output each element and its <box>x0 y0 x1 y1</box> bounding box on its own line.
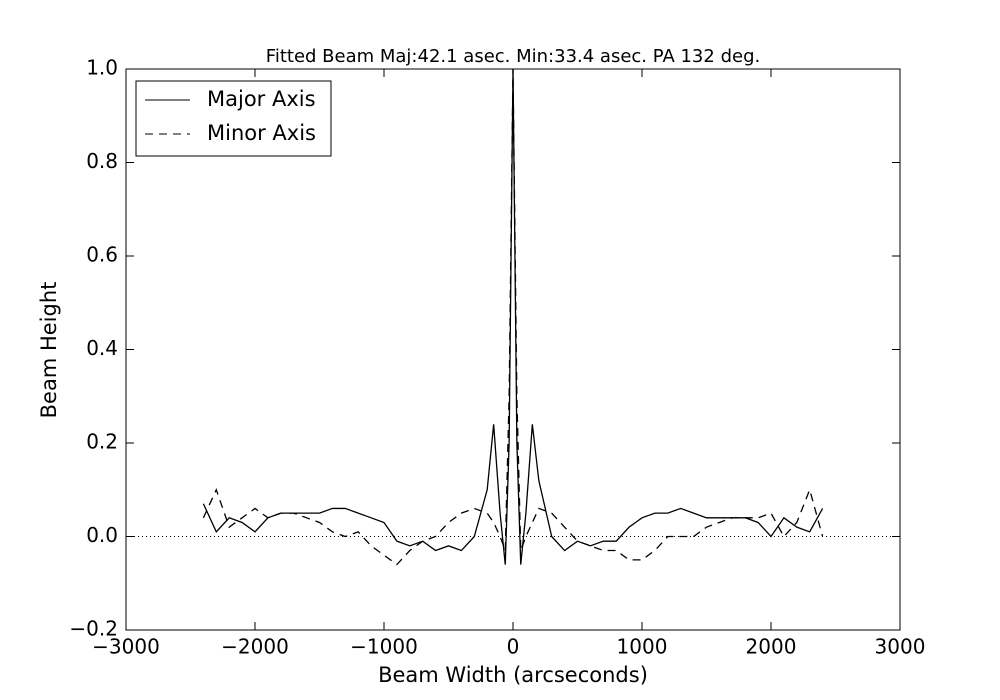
y-tick-label: 0.0 <box>86 523 118 547</box>
legend: Major Axis Minor Axis <box>135 80 332 157</box>
x-tick-label: −1000 <box>350 635 418 659</box>
legend-box <box>135 80 332 157</box>
chart-title: Fitted Beam Maj:42.1 asec. Min:33.4 asec… <box>266 46 760 67</box>
x-tick-label: 3000 <box>875 635 926 659</box>
y-tick-label: 1.0 <box>86 56 118 80</box>
y-tick-label: −0.2 <box>69 617 118 641</box>
y-tick-label: 0.4 <box>86 336 118 360</box>
x-tick-label: 2000 <box>746 635 797 659</box>
x-tick-label: 1000 <box>617 635 668 659</box>
x-axis-label: Beam Width (arcseconds) <box>378 663 648 687</box>
legend-label: Minor Axis <box>207 121 316 145</box>
plot-frame <box>125 68 901 631</box>
y-tick-label: 0.6 <box>86 243 118 267</box>
y-axis-label: Beam Height <box>37 282 61 419</box>
x-tick-label: −3000 <box>92 635 160 659</box>
x-tick-label: 0 <box>507 635 520 659</box>
y-tick-label: 0.8 <box>86 149 118 173</box>
y-tick-label: 0.2 <box>86 430 118 454</box>
x-tick-label: −2000 <box>221 635 289 659</box>
legend-label: Major Axis <box>207 87 316 111</box>
